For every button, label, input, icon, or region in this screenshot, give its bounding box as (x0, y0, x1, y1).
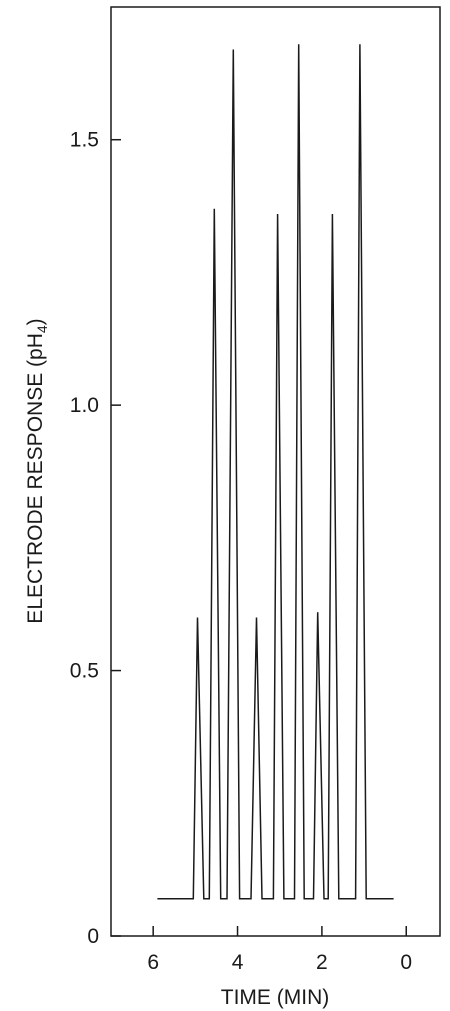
x-tick-label: 0 (400, 951, 412, 974)
y-tick-label: 1.5 (70, 129, 99, 152)
series-line (157, 44, 394, 900)
x-axis-ticks: 6 4 2 0 (147, 926, 412, 974)
x-axis-label: TIME (MIN) (221, 986, 329, 1009)
y-tick-label: 0.5 (70, 660, 99, 683)
y-axis-label-subscript: 4 (34, 325, 50, 333)
x-tick-label: 6 (147, 951, 159, 974)
y-tick-label: 1.0 (70, 394, 99, 417)
x-tick-label: 2 (316, 951, 328, 974)
y-axis-ticks: 0 0.5 1.0 1.5 (70, 129, 121, 948)
plot-frame (110, 6, 441, 937)
series-layer (157, 44, 394, 900)
y-tick-label: 0 (87, 925, 99, 948)
y-axis-label-close: ) (24, 318, 47, 325)
y-axis-label: ELECTRODE RESPONSE (pH4) (24, 318, 50, 623)
y-axis-label-main: ELECTRODE RESPONSE (pH (24, 333, 47, 624)
x-tick-label: 4 (232, 951, 244, 974)
